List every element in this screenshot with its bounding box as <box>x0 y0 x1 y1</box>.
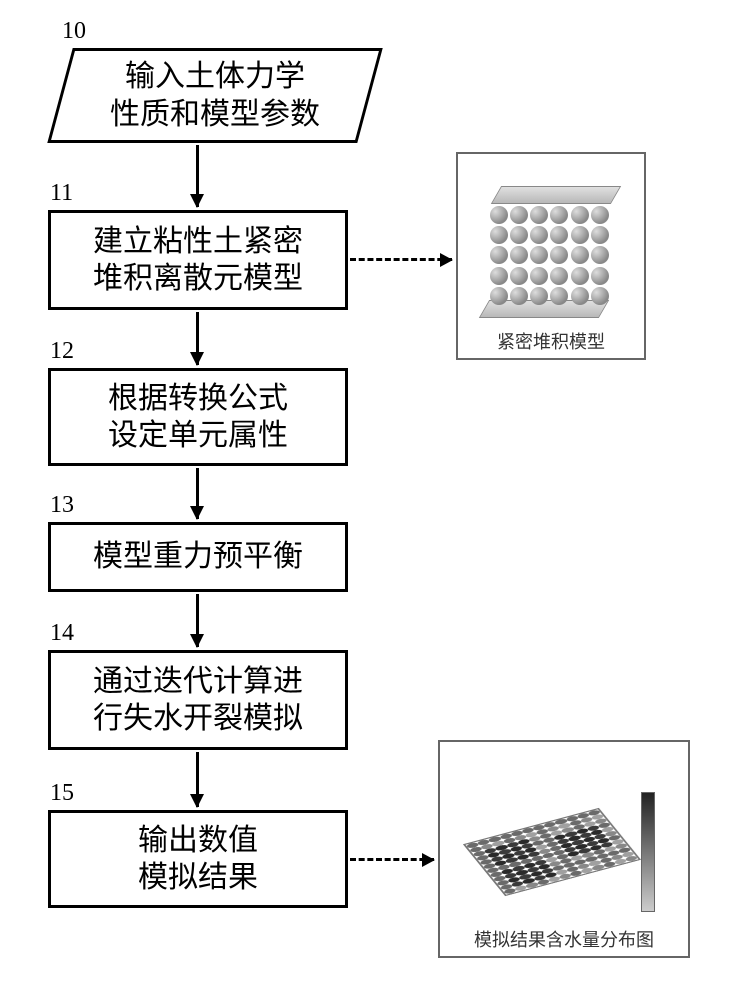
colorbar <box>641 792 655 912</box>
arrow-14-15 <box>196 752 199 807</box>
moisture-art <box>469 782 659 922</box>
flow-node-15: 输出数值模拟结果 <box>48 810 348 908</box>
moisture-caption: 模拟结果含水量分布图 <box>474 926 654 952</box>
flow-node-13: 模型重力预平衡 <box>48 522 348 592</box>
flow-node-12: 根据转换公式设定单元属性 <box>48 368 348 466</box>
side-panel-moisture: 模拟结果含水量分布图 <box>438 740 690 958</box>
flow-node-14: 通过迭代计算进行失水开裂模拟 <box>48 650 348 750</box>
step-number-14: 14 <box>50 620 74 647</box>
flow-node-label: 输入土体力学性质和模型参数 <box>60 48 370 143</box>
moisture-slab <box>463 808 641 896</box>
step-number-13: 13 <box>50 492 74 519</box>
step-number-15: 15 <box>50 780 74 807</box>
dashed-arrow-15-side2 <box>350 858 434 861</box>
flow-node-10: 输入土体力学性质和模型参数 <box>60 48 370 143</box>
arrow-11-12 <box>196 312 199 365</box>
arrow-12-13 <box>196 468 199 519</box>
arrow-13-14 <box>196 594 199 647</box>
flow-node-11: 建立粘性土紧密堆积离散元模型 <box>48 210 348 310</box>
step-number-12: 12 <box>50 338 74 365</box>
cube-top-plate <box>491 186 621 204</box>
step-number-11: 11 <box>50 180 73 207</box>
step-number-10: 10 <box>62 18 86 45</box>
side-panel-cube: 紧密堆积模型 <box>456 152 646 360</box>
dashed-arrow-11-side1 <box>350 258 452 261</box>
arrow-10-11 <box>196 145 199 207</box>
cube-art <box>476 184 626 324</box>
sphere-grid <box>490 206 610 306</box>
cube-caption: 紧密堆积模型 <box>497 328 605 354</box>
